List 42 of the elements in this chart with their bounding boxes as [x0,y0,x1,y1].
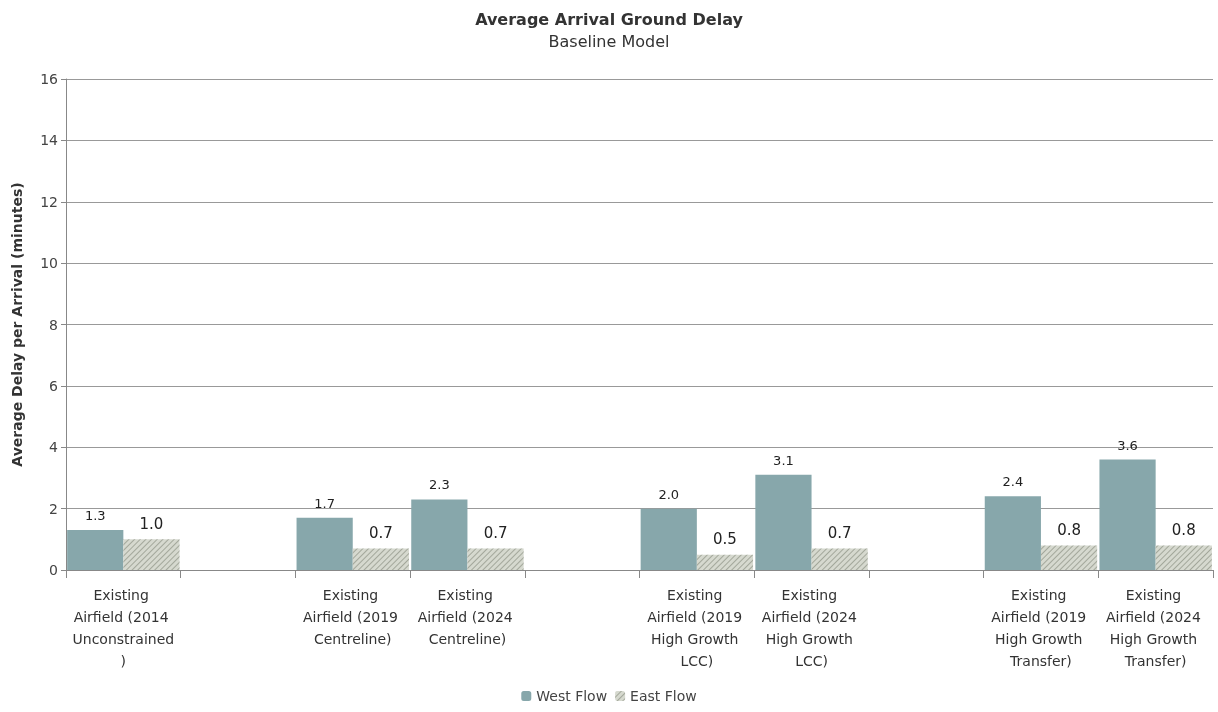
x-tick-label: Existing Airfield (2019 Centreline) [303,587,403,647]
data-label: 2.3 [429,477,450,493]
bar [296,517,353,570]
y-axis-title: Average Delay per Arrival (minutes) [9,182,25,467]
bar [984,496,1041,570]
bar [640,508,697,570]
y-tick-label: 14 [40,132,59,149]
y-tick-label: 6 [49,377,59,394]
y-tick-label: 2 [49,500,58,517]
data-label: 0.7 [368,524,393,543]
data-label: 1.7 [314,495,335,511]
x-tick-label: Existing Airfield (2019 High Growth LCC) [647,587,747,669]
data-label: 0.7 [827,524,852,543]
x-tick-label: Existing Airfield (2024 High Growth Transfer) [1105,587,1206,669]
bar [67,530,124,570]
legend-label: West Flow [536,688,608,704]
data-label: 1.0 [139,514,164,533]
bar [755,474,812,570]
data-label: 2.4 [1002,474,1024,490]
y-tick-label: 4 [49,439,59,456]
y-tick-label: 16 [40,71,59,87]
x-tick-label: Existing Airfield (2019 High Growth Transfer) [991,587,1091,669]
y-tick-label: 10 [40,255,58,272]
data-label: 3.1 [773,452,794,468]
x-tick-label: Existing Airfield (2024 High Growth LCC) [761,587,862,669]
y-tick-label: 12 [40,193,58,210]
x-tick-label: Existing Airfield (2014 Unconstrained) [72,587,175,669]
bar [411,499,468,570]
bar [1099,459,1156,570]
x-tick-label: Existing Airfield (2024 Centreline) [417,587,518,647]
y-tick-label: 0 [49,562,58,578]
data-label: 0.5 [713,530,737,549]
data-label: 2.0 [658,486,680,502]
data-label: 0.7 [483,524,508,543]
data-label: 0.8 [1171,520,1196,539]
chart-title: Average Arrival Ground Delay [475,9,744,29]
data-label: 0.8 [1057,520,1081,539]
data-label: 1.3 [84,508,106,524]
data-label: 3.6 [1117,437,1138,453]
y-tick-label: 8 [49,316,58,333]
chart-subtitle: Baseline Model [548,31,670,51]
legend-label: East Flow [630,688,697,704]
